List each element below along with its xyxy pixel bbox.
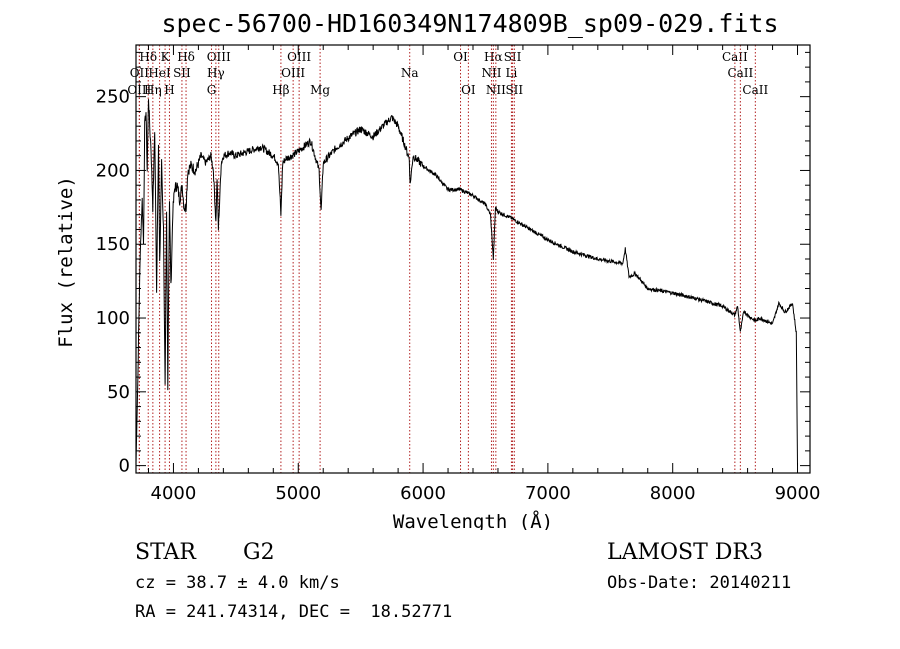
spectral-line-label: G	[207, 83, 217, 97]
x-axis: 4000 5000 6000 7000 8000 9000	[147, 45, 821, 504]
spectrum-chart: spec-56700-HD160349N174809B_sp09-029.fit…	[55, 9, 821, 530]
survey-label: LAMOST DR3	[607, 540, 763, 565]
spectral-line-label: Na	[401, 66, 419, 80]
spectral-line-label: K	[161, 50, 171, 64]
chart-title: spec-56700-HD160349N174809B_sp09-029.fit…	[161, 9, 778, 38]
spectral-line-label: OI	[461, 83, 476, 97]
y-tick-label: 50	[107, 382, 130, 403]
redshift-value: cz = 38.7 ± 4.0 km/s	[135, 573, 340, 593]
coordinates: RA = 241.74314, DEC = 18.52771	[135, 602, 453, 622]
spectral-line-label: Mg	[310, 83, 330, 97]
y-axis: 0 50 100 150 200 250	[96, 51, 810, 477]
spectral-line-label: CaII	[742, 83, 768, 97]
spectral-line-label: OI	[453, 50, 468, 64]
object-subclass: G2	[243, 540, 275, 565]
y-axis-label: Flux (relative)	[55, 176, 77, 348]
x-tick-label: 9000	[775, 483, 821, 504]
spectral-line-label: Li	[506, 66, 518, 80]
object-class: STAR	[135, 540, 196, 565]
obs-date: Obs-Date: 20140211	[607, 573, 792, 593]
y-tick-label: 200	[96, 160, 130, 181]
spectral-line-label: Hβ	[272, 83, 289, 97]
y-tick-label: 100	[96, 308, 130, 329]
y-tick-label: 0	[119, 456, 130, 477]
spectrum-series	[135, 99, 798, 466]
spectral-line-label: HeI	[148, 66, 171, 80]
spectral-line-label: CaII	[727, 66, 753, 80]
y-tick-label: 150	[96, 234, 130, 255]
spectral-line-label: OIII	[287, 50, 311, 64]
spectrum-line	[135, 99, 798, 466]
spectral-line-label: NII	[486, 83, 506, 97]
spectral-line-label: Hδ	[139, 50, 157, 64]
spectral-line-label: OIII	[127, 83, 151, 97]
x-axis-label: Wavelength (Å)	[393, 510, 553, 530]
spectral-line-label: NII	[481, 66, 501, 80]
spectral-line-label: H	[164, 83, 174, 97]
spectral-line-label: SII	[173, 66, 191, 80]
spectral-line-label: Hη	[144, 83, 162, 97]
spectral-line-label: Hγ	[207, 66, 225, 80]
x-tick-label: 7000	[525, 483, 571, 504]
x-tick-label: 4000	[151, 483, 197, 504]
spectral-line-label: Hδ	[177, 50, 195, 64]
x-tick-label: 6000	[400, 483, 446, 504]
spectral-line-label: SII	[504, 50, 522, 64]
y-tick-label: 250	[96, 87, 130, 108]
spectral-line-label: OIII	[207, 50, 231, 64]
x-tick-label: 8000	[650, 483, 696, 504]
spectral-line-label: SII	[505, 83, 523, 97]
plot-frame	[135, 44, 811, 474]
x-tick-label: 5000	[275, 483, 321, 504]
spectral-line-label: OIII	[281, 66, 305, 80]
spectral-line-label: Hα	[484, 50, 503, 64]
spectral-line-label: CaII	[722, 50, 748, 64]
